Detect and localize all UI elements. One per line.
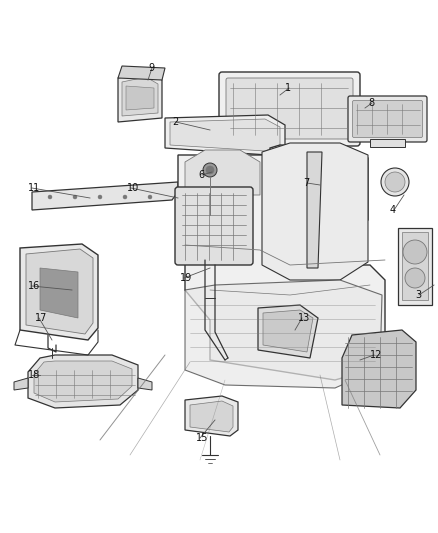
Circle shape — [47, 357, 57, 367]
Polygon shape — [258, 305, 318, 358]
Polygon shape — [122, 77, 158, 116]
Circle shape — [405, 268, 425, 288]
Text: 8: 8 — [368, 98, 374, 108]
Circle shape — [123, 195, 127, 199]
Polygon shape — [138, 378, 152, 390]
Text: 4: 4 — [390, 205, 396, 215]
Polygon shape — [402, 232, 428, 300]
Text: 9: 9 — [148, 63, 154, 73]
FancyBboxPatch shape — [226, 78, 353, 139]
Polygon shape — [26, 249, 93, 334]
Polygon shape — [342, 330, 416, 408]
Polygon shape — [28, 355, 138, 408]
Text: 16: 16 — [28, 281, 40, 291]
Circle shape — [206, 166, 214, 174]
Text: 6: 6 — [198, 170, 204, 180]
Polygon shape — [185, 150, 260, 195]
Polygon shape — [398, 228, 432, 305]
Text: 2: 2 — [172, 117, 178, 127]
Polygon shape — [14, 378, 28, 390]
Polygon shape — [118, 66, 165, 80]
Text: 7: 7 — [303, 178, 309, 188]
Polygon shape — [370, 139, 405, 147]
Text: 18: 18 — [28, 370, 40, 380]
Text: 3: 3 — [415, 290, 421, 300]
Circle shape — [403, 240, 427, 264]
Text: 12: 12 — [370, 350, 382, 360]
Text: 17: 17 — [35, 313, 47, 323]
Polygon shape — [185, 396, 238, 436]
Text: 15: 15 — [196, 433, 208, 443]
Polygon shape — [263, 310, 313, 352]
Circle shape — [98, 195, 102, 199]
Polygon shape — [178, 145, 385, 380]
Polygon shape — [262, 143, 368, 280]
Polygon shape — [307, 152, 322, 268]
Polygon shape — [32, 182, 178, 210]
Polygon shape — [34, 361, 132, 402]
Circle shape — [203, 163, 217, 177]
Circle shape — [148, 195, 152, 199]
Polygon shape — [40, 268, 78, 318]
FancyBboxPatch shape — [219, 72, 360, 146]
Polygon shape — [165, 115, 285, 155]
Circle shape — [385, 172, 405, 192]
Text: 11: 11 — [28, 183, 40, 193]
Text: 10: 10 — [127, 183, 139, 193]
FancyBboxPatch shape — [353, 101, 423, 138]
Polygon shape — [190, 401, 233, 432]
Text: 19: 19 — [180, 273, 192, 283]
Circle shape — [73, 195, 77, 199]
Polygon shape — [118, 72, 162, 122]
Text: 1: 1 — [285, 83, 291, 93]
Polygon shape — [20, 244, 98, 340]
Polygon shape — [126, 86, 154, 110]
Text: 13: 13 — [298, 313, 310, 323]
Circle shape — [381, 168, 409, 196]
FancyBboxPatch shape — [348, 96, 427, 142]
FancyBboxPatch shape — [175, 187, 253, 265]
Polygon shape — [170, 119, 280, 151]
Polygon shape — [185, 280, 382, 388]
Circle shape — [48, 195, 52, 199]
